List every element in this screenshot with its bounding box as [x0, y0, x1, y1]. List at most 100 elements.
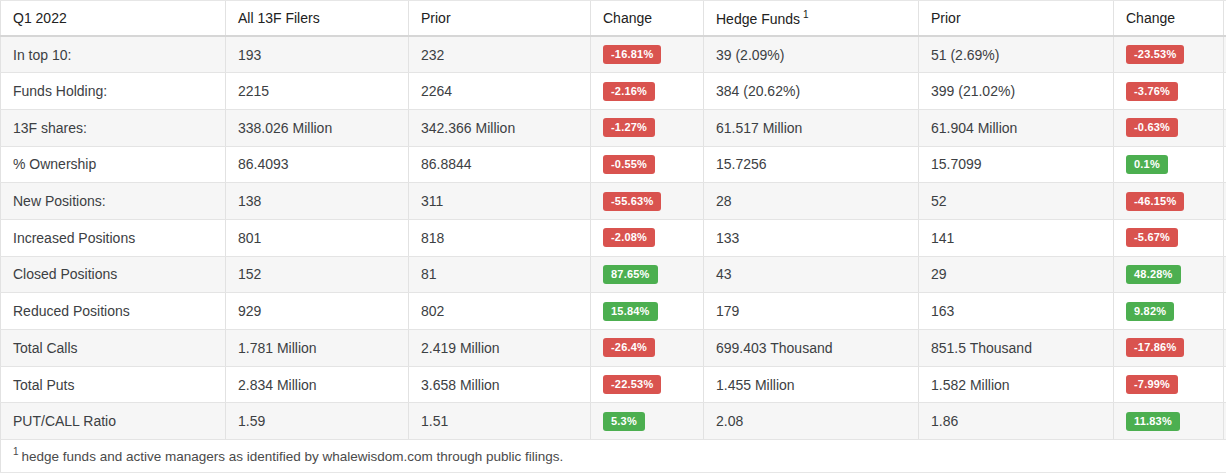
change-badge: 5.3%	[603, 412, 645, 431]
hedge-funds-prior-cell: 399 (21.02%)	[919, 73, 1114, 110]
hedge-funds-value-cell: 1.455 Million	[704, 366, 919, 403]
metric-label-cell: Reduced Positions	[1, 293, 226, 330]
change-badge: -16.81%	[603, 45, 661, 64]
all-filers-value-cell: 86.4093	[226, 146, 409, 183]
hedge-funds-prior-cell: 52	[919, 183, 1114, 220]
header-row: Q1 2022 All 13F Filers Prior Change Hedg…	[1, 1, 1226, 36]
column-header-quarter: Q1 2022	[1, 1, 226, 36]
all-filers-change-cell: 15.84%	[591, 293, 704, 330]
hedge-funds-value-cell: 43	[704, 256, 919, 293]
footnote-row: 1hedge funds and active managers as iden…	[1, 440, 1226, 473]
change-badge: 15.84%	[603, 302, 658, 321]
all-filers-value-cell: 193	[226, 36, 409, 73]
change-badge: -46.15%	[1126, 192, 1184, 211]
hedge-funds-prior-cell: 141	[919, 219, 1114, 256]
all-filers-value-cell: 929	[226, 293, 409, 330]
all-filers-value-cell: 801	[226, 219, 409, 256]
metric-label-cell: Total Puts	[1, 366, 226, 403]
metric-label-cell: Total Calls	[1, 330, 226, 367]
table-row: 13F shares: 338.026 Million 342.366 Mill…	[1, 109, 1226, 146]
hedge-funds-prior-cell: 61.904 Million	[919, 109, 1114, 146]
metric-label-cell: In top 10:	[1, 36, 226, 73]
all-filers-prior-cell: 2.419 Million	[409, 330, 591, 367]
metric-label-cell: New Positions:	[1, 183, 226, 220]
table-row: New Positions: 138 311 -55.63% 28 52 -46…	[1, 183, 1226, 220]
all-filers-value-cell: 138	[226, 183, 409, 220]
change-badge: -0.63%	[1126, 118, 1178, 137]
change-badge: -2.16%	[603, 82, 655, 101]
hedge-funds-value-cell: 133	[704, 219, 919, 256]
hedge-funds-value-cell: 61.517 Million	[704, 109, 919, 146]
all-filers-change-cell: 5.3%	[591, 403, 704, 440]
table-row: In top 10: 193 232 -16.81% 39 (2.09%) 51…	[1, 36, 1226, 73]
hedge-funds-change-cell: -7.99%	[1114, 366, 1224, 403]
change-badge: -7.99%	[1126, 375, 1178, 394]
13f-holdings-summary-table: Q1 2022 All 13F Filers Prior Change Hedg…	[0, 1, 1226, 473]
all-filers-value-cell: 2215	[226, 73, 409, 110]
column-header-change-all: Change	[591, 1, 704, 36]
change-badge: -26.4%	[603, 338, 655, 357]
hedge-funds-change-cell: 11.83%	[1114, 403, 1224, 440]
all-filers-change-cell: -22.53%	[591, 366, 704, 403]
hedge-funds-change-cell: -3.76%	[1114, 73, 1224, 110]
hedge-funds-change-cell: 0.1%	[1114, 146, 1224, 183]
all-filers-prior-cell: 342.366 Million	[409, 109, 591, 146]
metric-label-cell: 13F shares:	[1, 109, 226, 146]
hedge-funds-prior-cell: 163	[919, 293, 1114, 330]
column-header-prior-hf: Prior	[919, 1, 1114, 36]
change-badge: -17.86%	[1126, 338, 1184, 357]
all-filers-prior-cell: 2264	[409, 73, 591, 110]
change-badge: -1.27%	[603, 118, 655, 137]
hedge-funds-change-cell: 9.82%	[1114, 293, 1224, 330]
hedge-funds-value-cell: 179	[704, 293, 919, 330]
metric-label-cell: % Ownership	[1, 146, 226, 183]
hedge-funds-change-cell: 48.28%	[1114, 256, 1224, 293]
all-filers-value-cell: 338.026 Million	[226, 109, 409, 146]
all-filers-change-cell: -0.55%	[591, 146, 704, 183]
column-header-change-hf: Change	[1114, 1, 1224, 36]
change-badge: -0.55%	[603, 155, 655, 174]
hedge-funds-prior-cell: 1.582 Million	[919, 366, 1114, 403]
all-filers-change-cell: 87.65%	[591, 256, 704, 293]
hedge-funds-prior-cell: 29	[919, 256, 1114, 293]
all-filers-prior-cell: 818	[409, 219, 591, 256]
table-row: Total Calls 1.781 Million 2.419 Million …	[1, 330, 1226, 367]
change-badge: 0.1%	[1126, 155, 1168, 174]
all-filers-prior-cell: 1.51	[409, 403, 591, 440]
table-row: Total Puts 2.834 Million 3.658 Million -…	[1, 366, 1226, 403]
table-row: Increased Positions 801 818 -2.08% 133 1…	[1, 219, 1226, 256]
hedge-funds-value-cell: 15.7256	[704, 146, 919, 183]
hedge-funds-value-cell: 384 (20.62%)	[704, 73, 919, 110]
all-filers-prior-cell: 81	[409, 256, 591, 293]
all-filers-change-cell: -1.27%	[591, 109, 704, 146]
footnote-marker: 1	[13, 446, 19, 457]
column-header-all-13f-filers: All 13F Filers	[226, 1, 409, 36]
table-row: Reduced Positions 929 802 15.84% 179 163…	[1, 293, 1226, 330]
footnote-marker: 1	[803, 9, 809, 20]
table-row: % Ownership 86.4093 86.8844 -0.55% 15.72…	[1, 146, 1226, 183]
hedge-funds-value-cell: 2.08	[704, 403, 919, 440]
hedge-funds-prior-cell: 851.5 Thousand	[919, 330, 1114, 367]
hedge-funds-change-cell: -0.63%	[1114, 109, 1224, 146]
change-badge: -55.63%	[603, 192, 661, 211]
all-filers-change-cell: -2.08%	[591, 219, 704, 256]
13f-holdings-summary-panel: Q1 2022 All 13F Filers Prior Change Hedg…	[0, 0, 1226, 476]
metric-label-cell: Closed Positions	[1, 256, 226, 293]
all-filers-change-cell: -16.81%	[591, 36, 704, 73]
change-badge: 9.82%	[1126, 302, 1174, 321]
hedge-funds-change-cell: -23.53%	[1114, 36, 1224, 73]
all-filers-value-cell: 1.781 Million	[226, 330, 409, 367]
hedge-funds-value-cell: 28	[704, 183, 919, 220]
table-row: Funds Holding: 2215 2264 -2.16% 384 (20.…	[1, 73, 1226, 110]
change-badge: -3.76%	[1126, 82, 1178, 101]
all-filers-prior-cell: 802	[409, 293, 591, 330]
all-filers-value-cell: 1.59	[226, 403, 409, 440]
hedge-funds-prior-cell: 51 (2.69%)	[919, 36, 1114, 73]
footnote-text: 1hedge funds and active managers as iden…	[1, 440, 1226, 473]
hedge-funds-prior-cell: 1.86	[919, 403, 1114, 440]
hedge-funds-prior-cell: 15.7099	[919, 146, 1114, 183]
hedge-funds-change-cell: -46.15%	[1114, 183, 1224, 220]
change-badge: -22.53%	[603, 375, 661, 394]
metric-label-cell: PUT/CALL Ratio	[1, 403, 226, 440]
hedge-funds-change-cell: -17.86%	[1114, 330, 1224, 367]
